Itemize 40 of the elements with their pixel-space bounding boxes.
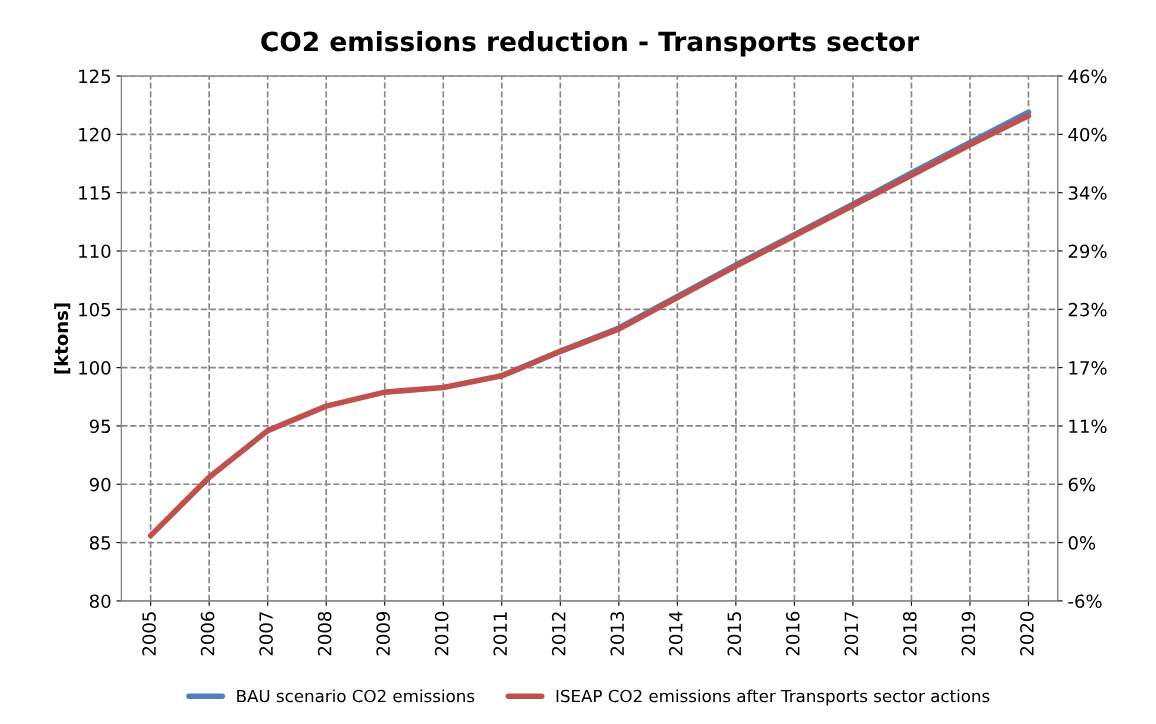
y-tick-label: 105: [79, 302, 111, 317]
y2-tick-label: 34%: [1068, 186, 1107, 200]
x-tick-label: 2009: [376, 611, 390, 656]
y-tick-label: 125: [79, 69, 111, 84]
x-tick-label: 2012: [551, 612, 566, 656]
x-tick-label: 2017: [844, 612, 859, 656]
y-tick-label: 95: [89, 419, 111, 434]
x-tick-label: 2019: [961, 611, 976, 656]
x-tick-label: 2013: [610, 612, 625, 656]
y-axis-title: [ktons]: [54, 303, 71, 374]
y-tick-label: 80: [89, 594, 111, 609]
x-tick-label: 2016: [785, 611, 800, 656]
x-tick-label: 2006: [200, 611, 215, 656]
legend-label: BAU scenario CO2 emissions: [237, 689, 475, 703]
y2-tick-label: 11%: [1069, 419, 1107, 434]
x-tick-label: 2014: [668, 611, 683, 656]
x-tick-label: 2015: [727, 612, 742, 656]
y-tick-label: 110: [79, 244, 111, 259]
y-tick-label: 85: [89, 536, 111, 550]
y-tick-label: 115: [79, 186, 111, 200]
y2-tick-label: 0%: [1068, 536, 1096, 550]
x-tick-label: 2018: [903, 611, 917, 656]
x-tick-label: 2005: [142, 612, 156, 656]
x-tick-label: 2020: [1020, 611, 1034, 656]
y-tick-label: 90: [89, 477, 111, 492]
x-tick-label: 2008: [317, 611, 332, 656]
y2-tick-label: 6%: [1068, 477, 1096, 492]
y2-tick-label: 23%: [1068, 302, 1107, 317]
y-tick-label: 120: [79, 127, 111, 142]
y2-tick-label: 17%: [1069, 361, 1107, 375]
y2-tick-label: 29%: [1068, 244, 1107, 259]
chart-title: CO2 emissions reduction - Transports sector: [261, 30, 920, 57]
legend-label: ISEAP CO2 emissions after Transports sector actions: [556, 689, 990, 706]
x-tick-label: 2007: [259, 612, 273, 656]
x-tick-label: 2011: [493, 612, 508, 656]
y-tick-label: 100: [79, 361, 111, 375]
y2-tick-label: -6%: [1068, 594, 1102, 609]
x-tick-label: 2010: [434, 611, 449, 656]
y2-tick-label: 40%: [1068, 127, 1107, 142]
y2-tick-label: 46%: [1068, 69, 1107, 84]
